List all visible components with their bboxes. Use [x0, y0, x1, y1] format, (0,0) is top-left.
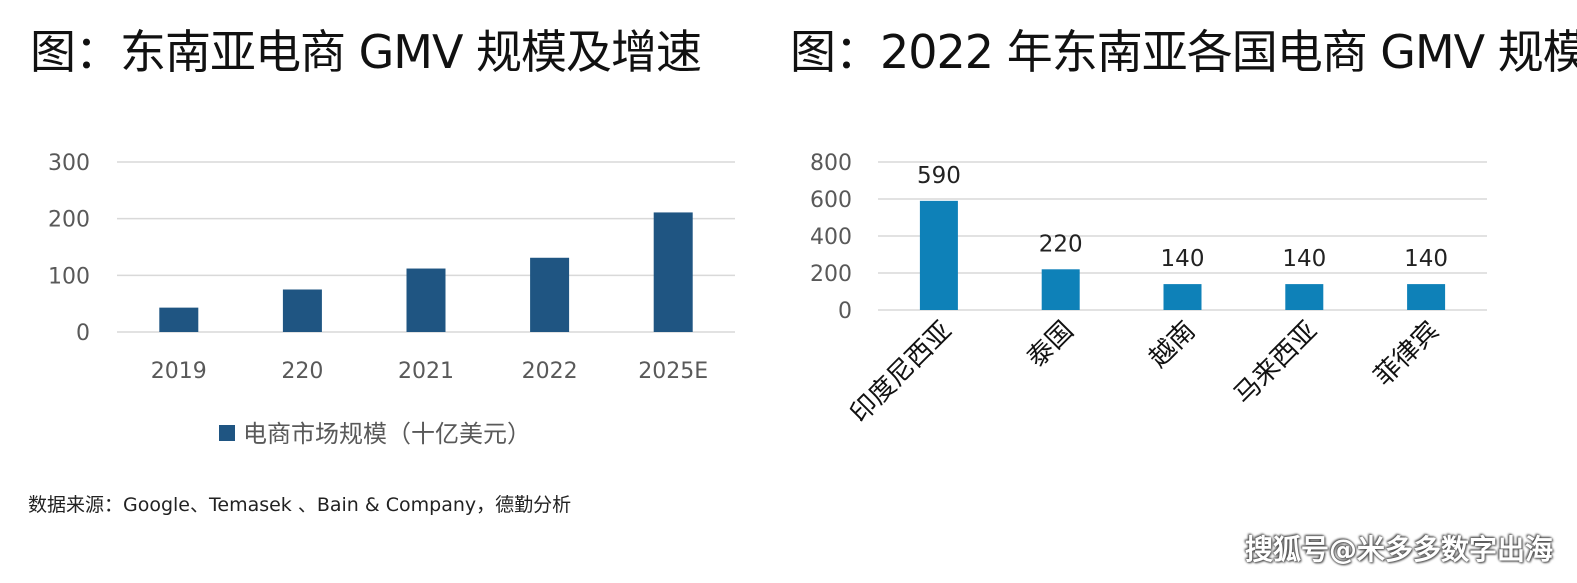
right-y-tick-label: 800: [810, 151, 852, 176]
right-x-tick-label: 泰国: [1022, 316, 1080, 374]
left-x-tick-label: 2022: [522, 359, 578, 384]
left-bar: [406, 268, 446, 332]
left-y-tick-label: 300: [48, 151, 90, 176]
left-x-tick-label: 2025E: [638, 359, 708, 384]
left-bar: [530, 257, 570, 332]
right-data-label: 140: [1161, 246, 1205, 272]
left-bar: [159, 307, 199, 332]
right-data-label: 220: [1039, 231, 1083, 257]
left-y-tick-label: 0: [76, 321, 90, 346]
right-x-tick-label: 印度尼西亚: [845, 316, 958, 429]
left-x-tick-label: 220: [281, 359, 323, 384]
right-bar: [1041, 269, 1080, 310]
left-chart-title: 图：东南亚电商 GMV 规模及增速: [30, 25, 702, 79]
left-y-tick-label: 200: [48, 208, 90, 233]
right-y-tick-label: 400: [810, 225, 852, 250]
right-data-label: 140: [1404, 246, 1448, 272]
left-bar: [653, 212, 693, 332]
right-y-tick-label: 0: [838, 299, 852, 324]
right-bar: [919, 200, 958, 310]
data-source-note: 数据来源：Google、Temasek 、Bain & Company，德勤分析: [28, 494, 572, 516]
right-y-tick-label: 200: [810, 262, 852, 287]
left-legend-swatch: [219, 425, 235, 441]
right-data-label: 590: [917, 163, 961, 189]
watermark: 搜狐号@米多多数字出海: [1244, 533, 1553, 566]
right-bar: [1407, 284, 1446, 310]
right-data-label: 140: [1282, 246, 1326, 272]
left-bar: [282, 289, 322, 332]
left-y-tick-label: 100: [48, 264, 90, 289]
left-x-tick-label: 2021: [398, 359, 454, 384]
right-x-tick-label: 越南: [1143, 316, 1201, 374]
left-x-tick-label: 2019: [151, 359, 207, 384]
right-y-tick-label: 600: [810, 188, 852, 213]
right-bar: [1163, 284, 1202, 310]
right-x-tick-label: 马来西亚: [1228, 316, 1323, 411]
right-bar: [1285, 284, 1324, 310]
right-chart-title: 图：2022 年东南亚各国电商 GMV 规模: [790, 25, 1577, 79]
right-x-tick-label: 菲律宾: [1369, 316, 1445, 392]
left-legend-label: 电商市场规模（十亿美元）: [243, 420, 531, 448]
